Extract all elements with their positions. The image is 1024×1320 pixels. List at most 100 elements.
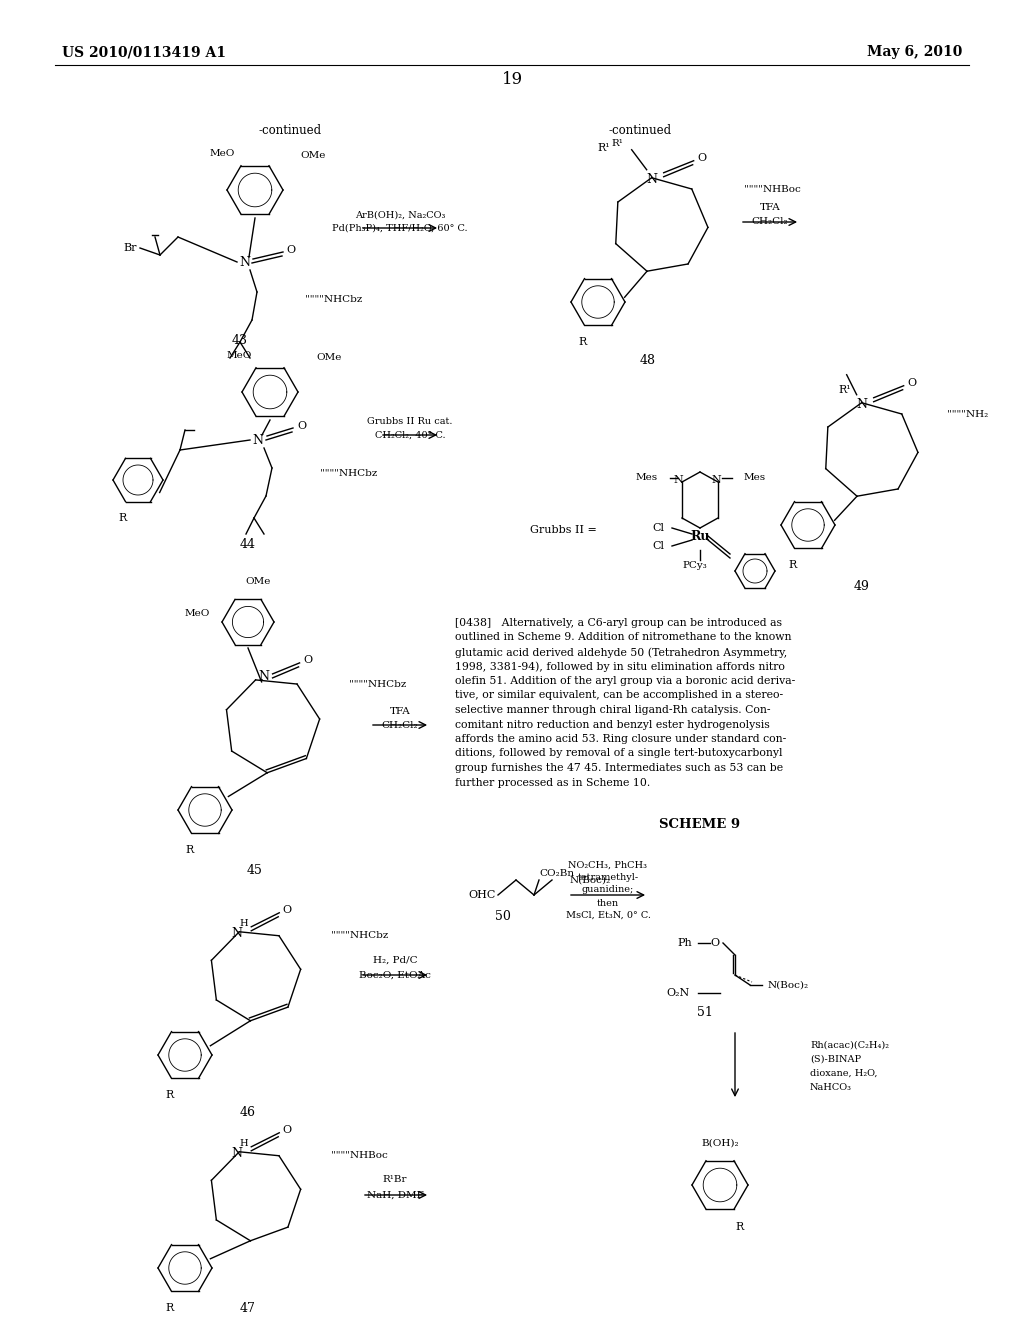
Text: N(Boc)₂: N(Boc)₂ — [768, 981, 809, 990]
Text: 48: 48 — [640, 354, 656, 367]
Text: 1998, 3381-94), followed by in situ elimination affords nitro: 1998, 3381-94), followed by in situ elim… — [455, 661, 784, 672]
Text: NaHCO₃: NaHCO₃ — [810, 1082, 852, 1092]
Text: (S)-BINAP: (S)-BINAP — [810, 1055, 861, 1064]
Text: MeO: MeO — [210, 149, 234, 157]
Text: 44: 44 — [240, 539, 256, 552]
Text: affords the amino acid 53. Ring closure under standard con-: affords the amino acid 53. Ring closure … — [455, 734, 786, 744]
Text: R: R — [119, 513, 127, 523]
Text: O₂N: O₂N — [667, 987, 690, 998]
Text: N: N — [258, 671, 269, 684]
Text: 43: 43 — [232, 334, 248, 346]
Text: Br: Br — [123, 243, 137, 253]
Text: R: R — [166, 1303, 174, 1313]
Text: R¹Br: R¹Br — [383, 1176, 408, 1184]
Text: [0438]   Alternatively, a C6-aryl group can be introduced as: [0438] Alternatively, a C6-aryl group ca… — [455, 618, 782, 628]
Text: O: O — [907, 378, 916, 388]
Text: then: then — [597, 899, 620, 908]
Text: MsCl, Et₃N, 0° C.: MsCl, Et₃N, 0° C. — [565, 911, 650, 920]
Text: """"NH₂: """"NH₂ — [947, 409, 988, 418]
Text: R¹: R¹ — [838, 385, 851, 395]
Text: May 6, 2010: May 6, 2010 — [866, 45, 962, 59]
Text: TFA: TFA — [760, 203, 780, 213]
Text: """"NHCbz: """"NHCbz — [331, 931, 388, 940]
Text: N: N — [231, 927, 243, 940]
Text: N: N — [711, 475, 721, 484]
Text: Cl: Cl — [652, 523, 664, 533]
Text: MeO: MeO — [184, 610, 210, 619]
Text: glutamic acid derived aldehyde 50 (Tetrahedron Asymmetry,: glutamic acid derived aldehyde 50 (Tetra… — [455, 647, 787, 657]
Text: R: R — [579, 337, 587, 347]
Text: O: O — [697, 153, 707, 162]
Text: NaH, DMF: NaH, DMF — [367, 1191, 423, 1200]
Text: group furnishes the 47 45. Intermediates such as 53 can be: group furnishes the 47 45. Intermediates… — [455, 763, 783, 774]
Text: R¹: R¹ — [597, 143, 610, 153]
Text: 50: 50 — [495, 911, 511, 924]
Text: O: O — [303, 655, 312, 665]
Text: dioxane, H₂O,: dioxane, H₂O, — [810, 1068, 878, 1077]
Text: CH₂Cl₂: CH₂Cl₂ — [382, 722, 419, 730]
Text: H: H — [239, 919, 248, 928]
Text: O: O — [711, 939, 720, 948]
Text: CO₂Bn: CO₂Bn — [539, 869, 574, 878]
Text: R: R — [788, 560, 797, 570]
Text: further processed as in Scheme 10.: further processed as in Scheme 10. — [455, 777, 650, 788]
Text: selective manner through chiral ligand-Rh catalysis. Con-: selective manner through chiral ligand-R… — [455, 705, 770, 715]
Text: N: N — [646, 173, 657, 186]
Text: """"NHCbz: """"NHCbz — [319, 470, 378, 479]
Text: tetramethyl-: tetramethyl- — [578, 873, 639, 882]
Text: N(Boc)₂: N(Boc)₂ — [570, 875, 611, 884]
Text: OMe: OMe — [246, 578, 270, 586]
Text: """"NHBoc: """"NHBoc — [331, 1151, 388, 1160]
Text: MeO: MeO — [226, 351, 252, 359]
Text: Rh(acac)(C₂H₄)₂: Rh(acac)(C₂H₄)₂ — [810, 1040, 889, 1049]
Text: Grubbs II =: Grubbs II = — [530, 525, 597, 535]
Text: Ru: Ru — [690, 529, 710, 543]
Text: 19: 19 — [502, 71, 522, 88]
Text: R: R — [166, 1090, 174, 1100]
Text: SCHEME 9: SCHEME 9 — [659, 818, 740, 832]
Text: N: N — [856, 399, 867, 412]
Text: O: O — [287, 246, 296, 255]
Text: R¹: R¹ — [611, 139, 624, 148]
Text: O: O — [283, 1125, 292, 1135]
Text: OHC: OHC — [468, 890, 496, 900]
Text: N: N — [231, 1147, 243, 1160]
Text: B(OH)₂: B(OH)₂ — [701, 1138, 738, 1147]
Text: guanidine;: guanidine; — [582, 884, 634, 894]
Text: O: O — [297, 421, 306, 432]
Text: Grubbs II Ru cat.: Grubbs II Ru cat. — [368, 417, 453, 426]
Text: PCy₃: PCy₃ — [683, 561, 708, 570]
Text: H: H — [239, 1139, 248, 1148]
Text: Mes: Mes — [636, 474, 658, 483]
Text: TFA: TFA — [389, 708, 411, 717]
Text: ArB(OH)₂, Na₂CO₃: ArB(OH)₂, Na₂CO₃ — [354, 210, 445, 219]
Text: """"NHCbz: """"NHCbz — [349, 680, 407, 689]
Text: 45: 45 — [247, 863, 263, 876]
Text: 51: 51 — [697, 1006, 713, 1019]
Text: comitant nitro reduction and benzyl ester hydrogenolysis: comitant nitro reduction and benzyl este… — [455, 719, 770, 730]
Text: NO₂CH₃, PhCH₃: NO₂CH₃, PhCH₃ — [568, 861, 647, 870]
Text: Boc₂O, EtOAc: Boc₂O, EtOAc — [359, 970, 431, 979]
Text: N: N — [240, 256, 251, 268]
Text: R: R — [735, 1222, 743, 1232]
Text: N: N — [673, 475, 683, 484]
Text: """"NHBoc: """"NHBoc — [743, 185, 801, 194]
Text: N: N — [253, 433, 263, 446]
Text: tive, or similar equivalent, can be accomplished in a stereo-: tive, or similar equivalent, can be acco… — [455, 690, 783, 701]
Text: CH₂Cl₂: CH₂Cl₂ — [752, 218, 788, 227]
Text: 49: 49 — [854, 579, 870, 593]
Text: -continued: -continued — [608, 124, 672, 136]
Text: H₂, Pd/C: H₂, Pd/C — [373, 956, 418, 965]
Text: outlined in Scheme 9. Addition of nitromethane to the known: outlined in Scheme 9. Addition of nitrom… — [455, 632, 792, 643]
Text: 46: 46 — [240, 1106, 256, 1118]
Text: US 2010/0113419 A1: US 2010/0113419 A1 — [62, 45, 226, 59]
Text: O: O — [283, 904, 292, 915]
Text: CH₂Cl₂, 40° C.: CH₂Cl₂, 40° C. — [375, 430, 445, 440]
Text: -continued: -continued — [258, 124, 322, 136]
Text: Ph: Ph — [678, 939, 692, 948]
Text: 47: 47 — [240, 1302, 256, 1315]
Text: Cl: Cl — [652, 541, 664, 550]
Text: ditions, followed by removal of a single tert-butoxycarbonyl: ditions, followed by removal of a single… — [455, 748, 782, 759]
Text: Mes: Mes — [744, 474, 766, 483]
Text: OMe: OMe — [300, 150, 326, 160]
